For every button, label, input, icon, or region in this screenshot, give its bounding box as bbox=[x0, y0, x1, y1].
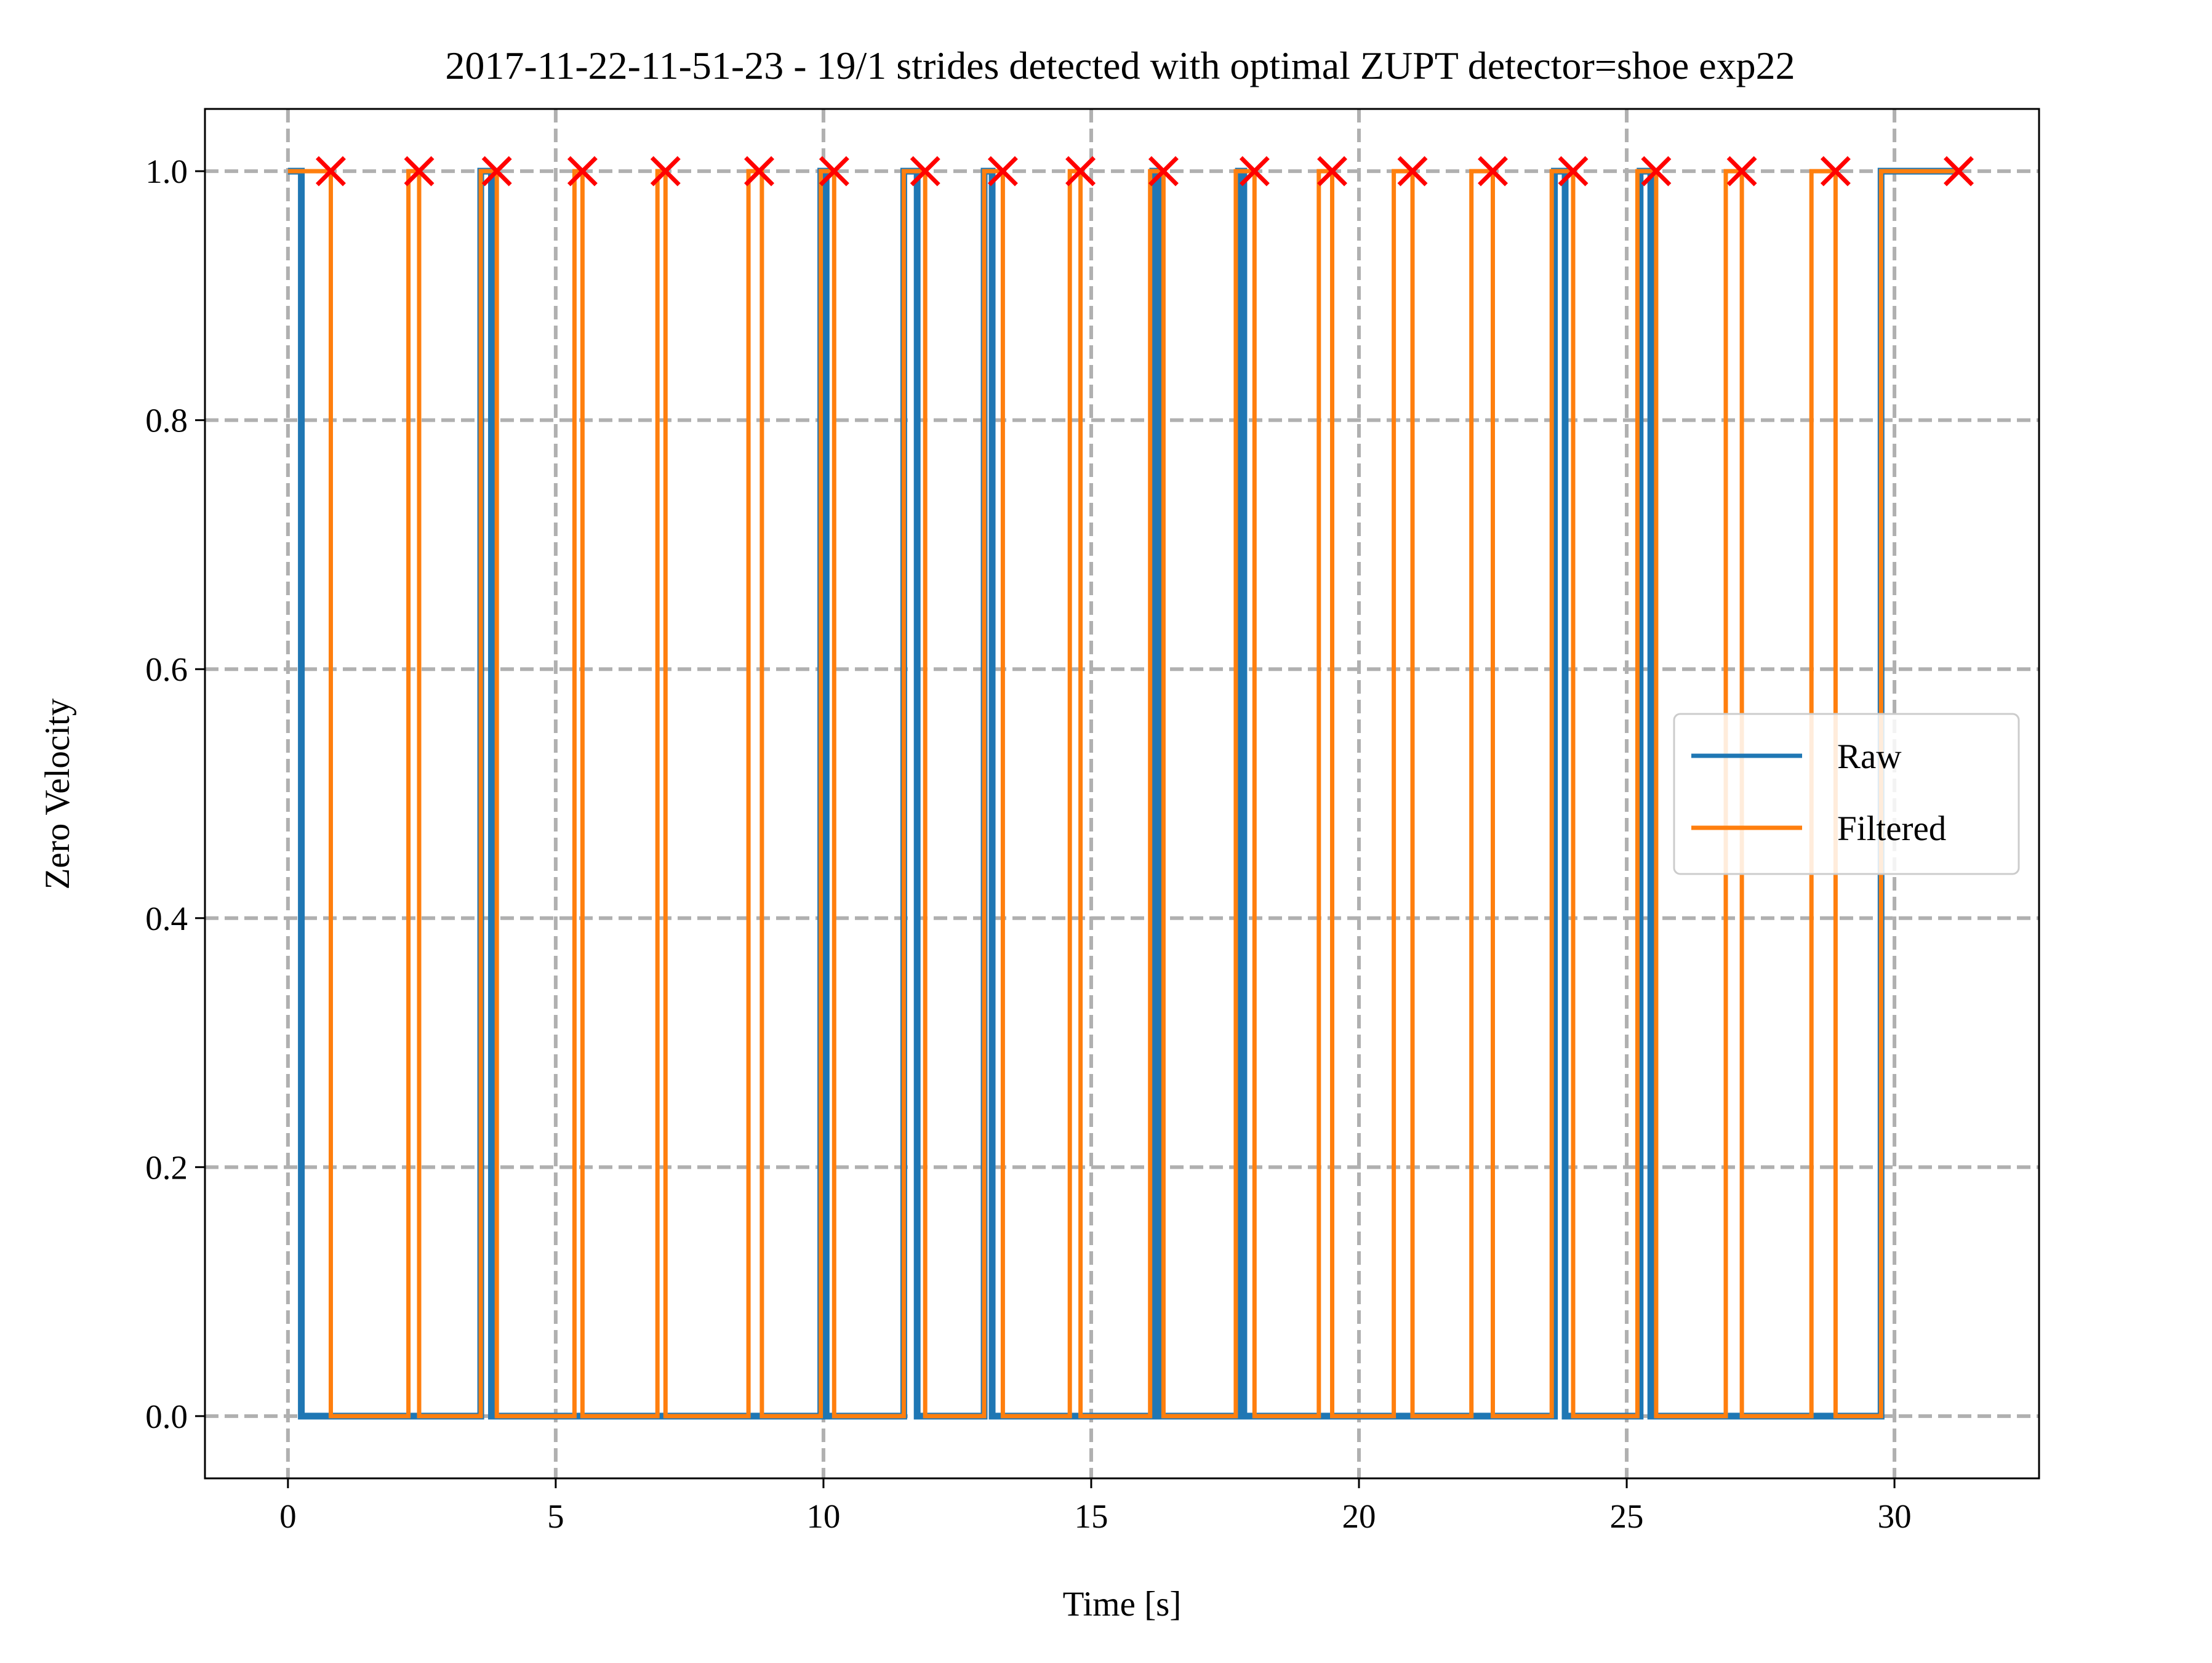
x-tick-label: 15 bbox=[1074, 1497, 1108, 1535]
y-tick-label: 0.6 bbox=[145, 651, 188, 688]
stride-marker bbox=[1641, 156, 1672, 186]
y-tick-label: 0.8 bbox=[145, 402, 188, 439]
y-axis-ticks: 0.0 0.2 0.4 0.6 0.8 1.0 bbox=[145, 153, 205, 1435]
stride-marker bbox=[481, 156, 512, 186]
stride-marker bbox=[1558, 156, 1589, 186]
stride-marker bbox=[1239, 156, 1270, 186]
stride-marker bbox=[1478, 156, 1509, 186]
stride-marker bbox=[650, 156, 681, 186]
stride-marker bbox=[1726, 156, 1757, 186]
stride-marker bbox=[315, 156, 346, 186]
legend-label-raw: Raw bbox=[1837, 737, 1901, 776]
y-tick-label: 0.4 bbox=[145, 900, 188, 937]
legend-label-filtered: Filtered bbox=[1837, 809, 1946, 848]
x-tick-label: 10 bbox=[806, 1497, 840, 1535]
y-tick-label: 1.0 bbox=[145, 153, 188, 190]
stride-markers bbox=[315, 156, 1974, 186]
stride-marker bbox=[404, 156, 435, 186]
legend: Raw Filtered bbox=[1673, 713, 2020, 875]
stride-marker bbox=[910, 156, 940, 186]
stride-marker bbox=[744, 156, 775, 186]
y-tick-label: 0.0 bbox=[145, 1398, 188, 1435]
stride-marker bbox=[1397, 156, 1428, 186]
x-tick-label: 5 bbox=[547, 1497, 564, 1535]
stride-marker bbox=[567, 156, 598, 186]
x-axis-label: Time [s] bbox=[1063, 1585, 1182, 1624]
x-tick-label: 0 bbox=[279, 1497, 297, 1535]
plot-area bbox=[204, 108, 2040, 1480]
x-axis-ticks: 0 5 10 15 20 25 30 bbox=[279, 1478, 1912, 1535]
x-tick-label: 30 bbox=[1878, 1497, 1912, 1535]
stride-marker bbox=[987, 156, 1018, 186]
stride-marker bbox=[1944, 156, 1974, 186]
chart-title: 2017-11-22-11-51-23 - 19/1 strides detec… bbox=[445, 44, 1795, 87]
stride-marker bbox=[1148, 156, 1179, 186]
x-tick-label: 25 bbox=[1610, 1497, 1644, 1535]
axes-frame bbox=[204, 108, 2040, 1480]
stride-marker bbox=[1065, 156, 1096, 186]
stride-marker bbox=[1317, 156, 1347, 186]
y-tick-label: 0.2 bbox=[145, 1148, 188, 1186]
stride-marker bbox=[819, 156, 849, 186]
y-axis-label: Zero Velocity bbox=[38, 698, 77, 889]
stride-marker bbox=[1820, 156, 1851, 186]
x-tick-label: 20 bbox=[1342, 1497, 1376, 1535]
